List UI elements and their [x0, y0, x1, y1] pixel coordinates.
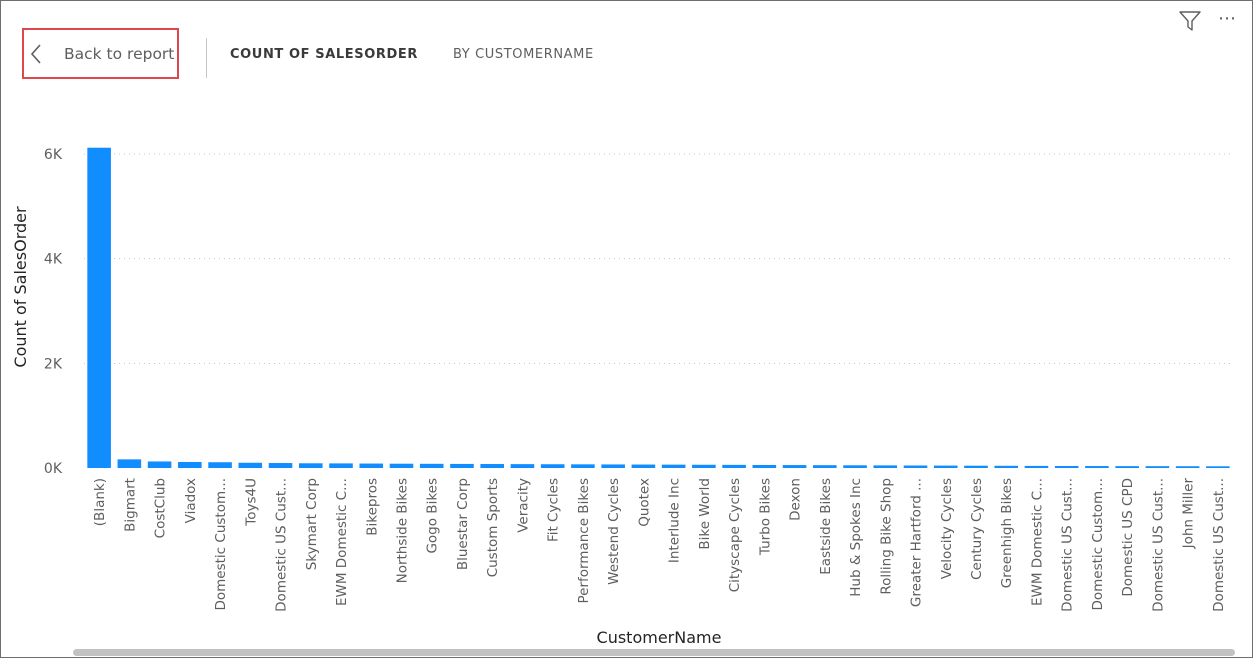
chart-title-dimension: BY CUSTOMERNAME	[453, 47, 594, 62]
bar[interactable]	[571, 464, 595, 468]
bar[interactable]	[1175, 466, 1200, 468]
x-tick-label: Domestic US CPD	[1120, 478, 1136, 597]
x-axis-ticks: (Blank) Bigmart CostClub Viadox Domestic Cus…	[92, 478, 1227, 612]
x-tick-label: John Miller	[1181, 478, 1197, 550]
filter-icon[interactable]	[1178, 10, 1202, 32]
bar[interactable]	[268, 463, 293, 468]
bar[interactable]	[903, 465, 928, 468]
bar[interactable]	[510, 464, 535, 468]
x-tick-label: Skymart Corp	[304, 478, 320, 570]
x-tick-label: Toys4U	[243, 478, 259, 527]
bar[interactable]	[631, 464, 656, 468]
bar[interactable]	[994, 465, 1019, 468]
bar[interactable]	[1024, 465, 1049, 468]
y-tick-label: 4K	[44, 252, 63, 268]
bar-series	[87, 147, 1230, 468]
bar[interactable]	[661, 464, 686, 468]
bar[interactable]	[843, 465, 867, 468]
x-tick-label: Cityscape Cycles	[727, 478, 743, 592]
back-to-report-button[interactable]: Back to report	[22, 28, 179, 79]
y-axis-ticks: 0K 2K 4K 6K	[44, 147, 63, 477]
chevron-left-icon	[30, 44, 41, 64]
bar[interactable]	[601, 464, 625, 468]
bar[interactable]	[147, 461, 172, 468]
x-tick-label: CostClub	[153, 478, 169, 538]
bar[interactable]	[964, 465, 988, 468]
x-tick-label: Hub & Spokes Inc	[848, 478, 864, 597]
bar[interactable]	[722, 464, 746, 468]
x-tick-label: EWM Domestic C...	[1029, 478, 1045, 606]
x-tick-label: Century Cycles	[969, 478, 985, 580]
x-tick-label: Viadox	[183, 478, 199, 523]
bar[interactable]	[450, 463, 474, 468]
header-divider	[206, 38, 207, 78]
bar[interactable]	[359, 463, 384, 468]
bar[interactable]	[692, 464, 716, 468]
x-tick-label: Westend Cycles	[606, 478, 622, 585]
x-tick-label: EWM Domestic C...	[334, 478, 350, 606]
x-axis-title: CustomerName	[597, 628, 722, 647]
x-tick-label: Eastside Bikes	[818, 478, 834, 575]
chart-title-measure: COUNT OF SALESORDER	[230, 47, 418, 62]
bar[interactable]	[1054, 466, 1079, 468]
x-tick-label: Custom Sports	[485, 478, 501, 577]
y-tick-label: 2K	[44, 356, 63, 372]
x-tick-label: Dexon	[788, 478, 804, 521]
bar[interactable]	[178, 461, 202, 468]
x-tick-label: Domestic Custom...	[213, 478, 229, 611]
horizontal-scrollbar[interactable]	[73, 649, 1235, 656]
x-tick-label: Domestic US Cust...	[1211, 478, 1227, 612]
x-tick-label: Northside Bikes	[394, 478, 410, 583]
x-tick-label: Bikepros	[364, 478, 380, 536]
x-tick-label: Bike World	[697, 478, 713, 550]
gridlines	[84, 153, 1233, 364]
bar[interactable]	[389, 463, 414, 468]
bar[interactable]	[1115, 466, 1139, 468]
bar[interactable]	[813, 465, 837, 468]
x-tick-label: Interlude Inc	[667, 478, 683, 563]
bar[interactable]	[238, 462, 263, 468]
x-tick-label: Greenhigh Bikes	[999, 478, 1015, 588]
x-tick-label: Greater Hartford ...	[909, 478, 925, 607]
x-tick-label: Domestic Custom...	[1090, 478, 1106, 611]
x-tick-label: Turbo Bikes	[757, 478, 773, 556]
bar[interactable]	[298, 463, 323, 468]
bar[interactable]	[1206, 466, 1230, 468]
x-tick-label: Rolling Bike Shop	[878, 478, 894, 595]
x-tick-label: Domestic US Cust...	[1060, 478, 1076, 612]
bar[interactable]	[117, 459, 142, 468]
bar[interactable]	[1145, 466, 1170, 468]
x-tick-label: Fit Cycles	[546, 478, 562, 542]
back-to-report-label: Back to report	[64, 45, 175, 63]
x-tick-label: (Blank)	[92, 478, 108, 526]
y-tick-label: 6K	[44, 147, 63, 163]
bar[interactable]	[87, 147, 111, 468]
x-tick-label: Quotex	[636, 478, 652, 527]
bar[interactable]	[208, 462, 232, 468]
y-tick-label: 0K	[44, 461, 63, 477]
x-tick-label: Domestic US Cust...	[1150, 478, 1166, 612]
bar[interactable]	[873, 465, 898, 468]
x-tick-label: Domestic US Cust...	[274, 478, 290, 612]
bar[interactable]	[782, 465, 807, 468]
x-tick-label: Veracity	[515, 478, 531, 533]
y-axis-title: Count of SalesOrder	[11, 206, 30, 368]
bar[interactable]	[933, 465, 958, 468]
x-tick-label: Gogo Bikes	[425, 478, 441, 554]
x-tick-label: Bluestar Corp	[455, 478, 471, 570]
more-options-icon[interactable]: ⋯	[1218, 8, 1237, 29]
bar[interactable]	[480, 464, 504, 468]
bar[interactable]	[329, 463, 353, 468]
x-tick-label: Bigmart	[122, 478, 138, 532]
x-tick-label: Performance Bikes	[576, 478, 592, 604]
bar[interactable]	[752, 464, 777, 468]
bar[interactable]	[540, 464, 565, 468]
bar[interactable]	[1085, 466, 1109, 468]
bar[interactable]	[419, 463, 444, 468]
x-tick-label: Velocity Cycles	[939, 478, 955, 579]
